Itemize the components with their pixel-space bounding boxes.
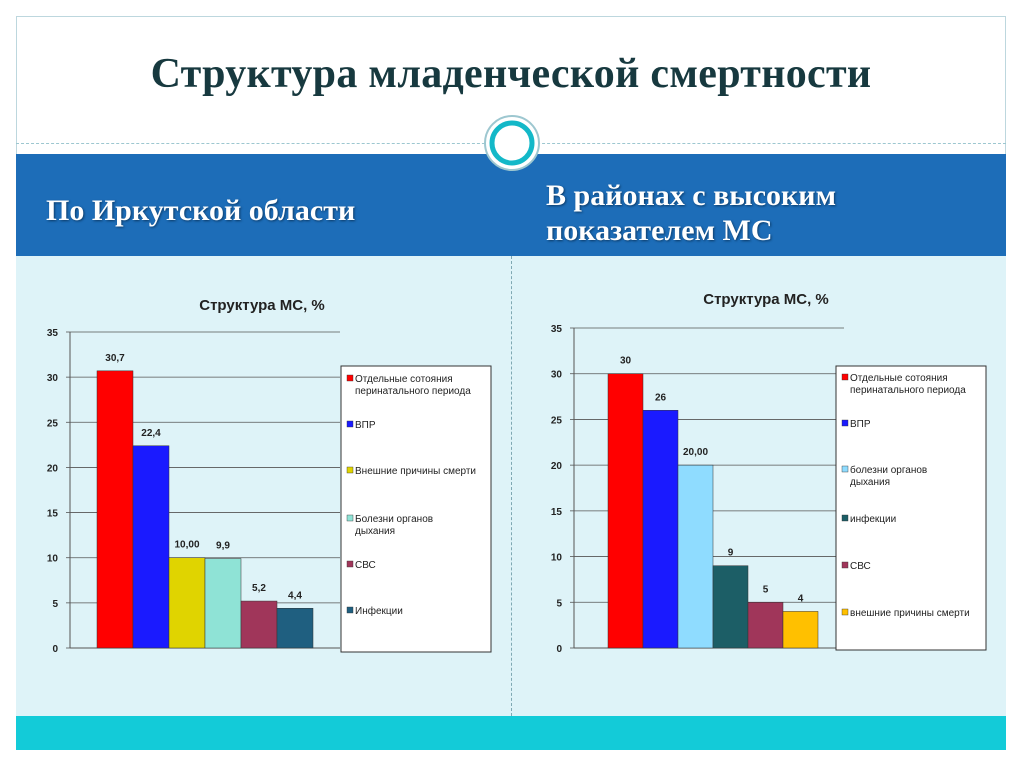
header-band [16,154,1006,256]
legend-swatch [841,561,849,569]
y-tick-label: 35 [551,324,563,335]
chart-irkutsk-region: Структура МС, % 0 5 10 15 20 25 30 35 30,7 22,4 10,… [26,280,506,680]
legend-item-3: Внешние причины смерти [355,466,476,477]
legend-box [340,365,492,653]
legend-swatch [841,419,849,427]
bar-1 [607,373,644,649]
legend-item-6: внешние причины смерти [850,608,970,619]
legend-item-5: СВС [355,560,376,571]
legend-swatch [841,514,849,522]
y-tick-label: 0 [52,644,58,655]
bar-2 [642,410,679,649]
legend-swatch [841,373,849,381]
bar-4 [204,558,242,649]
bar-6 [782,611,819,649]
data-label: 22,4 [141,428,161,439]
legend-swatch [346,514,354,522]
y-tick-label: 20 [551,461,563,472]
legend-item-1: Отдельные сотояния перинатального периода [850,373,966,396]
bar-2 [132,445,170,649]
legend-item-1: Отдельные сотояния перинатального периода [355,374,471,397]
legend-item-2: ВПР [355,420,376,431]
bar-4 [712,565,749,649]
data-label: 5 [763,584,769,595]
column-divider [511,256,512,716]
left-heading: По Иркутской области [46,194,356,227]
y-tick-label: 5 [52,599,58,610]
data-label: 20,00 [683,447,708,458]
y-tick-label: 10 [47,554,59,565]
data-label: 30 [620,356,632,367]
y-tick-label: 30 [47,373,59,384]
y-tick-label: 0 [556,644,562,655]
footer-bar [16,716,1006,750]
data-label: 30,7 [105,353,125,364]
legend-swatch [346,420,354,428]
bar-1 [96,370,134,649]
bar-3 [168,557,206,649]
legend-item-4: Болезни органов дыхания [355,514,433,537]
data-label: 9 [728,548,734,559]
bar-5 [240,600,278,649]
legend-box [835,365,987,651]
legend-swatch [841,465,849,473]
data-label: 4 [798,593,804,604]
legend-swatch [346,560,354,568]
legend-swatch [346,374,354,382]
legend-item-5: СВС [850,561,871,572]
y-tick-label: 20 [47,463,59,474]
data-label: 9,9 [216,541,230,552]
legend-swatch [346,606,354,614]
data-label: 26 [655,392,667,403]
circle-ornament-icon [484,115,540,171]
y-tick-label: 15 [47,509,59,520]
y-tick-label: 5 [556,598,562,609]
legend-item-3: болезни органов дыхания [850,464,927,488]
right-heading: В районах с высоким показателем МС [546,179,837,247]
legend-item-4: инфекции [850,513,896,525]
y-tick-label: 10 [551,553,563,564]
page-title: Структура младенческой смертности [150,51,872,97]
data-label: 10,00 [174,540,199,551]
legend-swatch [841,608,849,616]
y-tick-label: 25 [551,415,563,426]
legend-swatch [346,466,354,474]
y-tick-label: 25 [47,418,59,429]
legend-item-2: ВПР [850,419,871,430]
y-tick-label: 15 [551,507,563,518]
data-label: 4,4 [288,590,302,601]
y-tick-label: 35 [47,328,59,339]
chart-svg-left: Структура МС, % 0 5 10 15 20 25 30 35 30,7 22,4 10,… [47,297,492,655]
chart-title: Структура МС, % [703,291,829,308]
bar-3 [677,464,714,649]
chart-title: Структура МС, % [199,297,325,314]
y-tick-label: 30 [551,370,563,381]
bar-6 [276,608,314,649]
data-label: 5,2 [252,583,266,594]
chart-high-mortality-districts: Структура МС, % 0 5 10 15 20 25 30 35 30 26 20,00 9 5… [530,280,1010,680]
legend-item-6: Инфекции [355,605,403,617]
chart-svg-right: Структура МС, % 0 5 10 15 20 25 30 35 30 26 20,00 9 5… [551,291,987,655]
bar-5 [747,602,784,649]
